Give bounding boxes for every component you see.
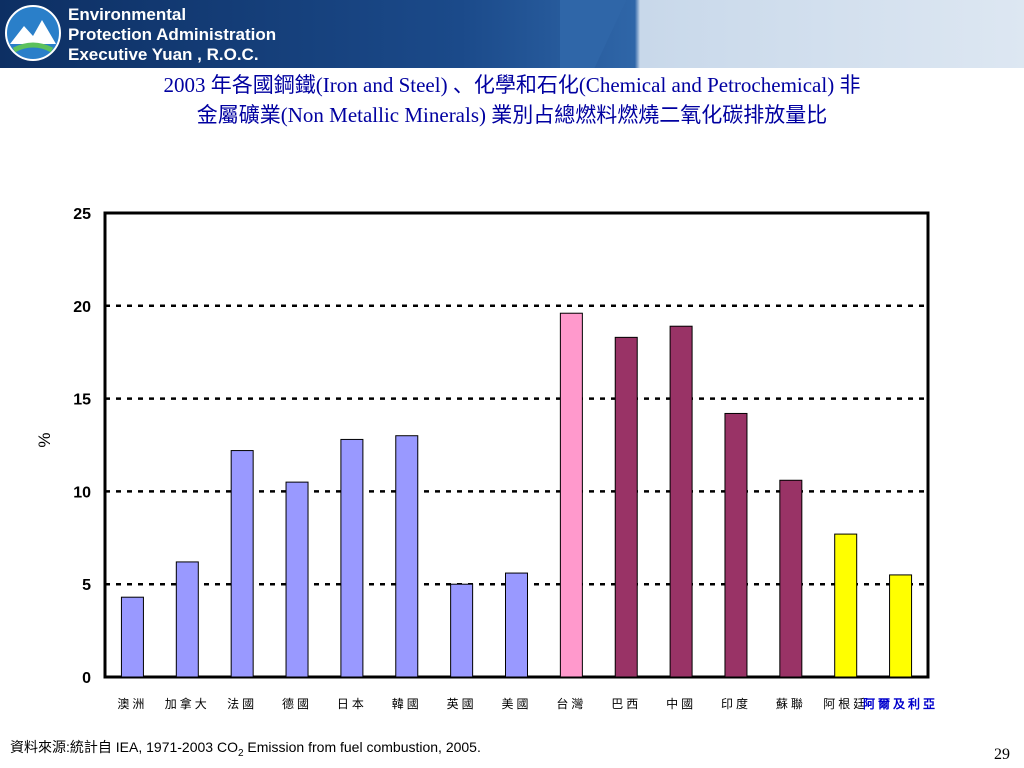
x-tick-label: 加拿大 xyxy=(165,696,210,711)
bar xyxy=(230,450,254,678)
org-line-3: Executive Yuan , R.O.C. xyxy=(68,45,259,64)
bar xyxy=(285,481,309,678)
epa-logo-icon xyxy=(5,5,61,61)
y-tick-label: 20 xyxy=(73,299,91,316)
organization-name: Environmental Protection Administration … xyxy=(68,5,276,65)
x-tick-label: 德國 xyxy=(282,696,312,711)
y-tick-label: 0 xyxy=(82,670,91,687)
bar xyxy=(614,336,638,678)
x-tick-label: 中國 xyxy=(666,696,696,711)
bar xyxy=(175,561,199,678)
header-banner: Environmental Protection Administration … xyxy=(0,0,1024,68)
bar xyxy=(669,325,693,678)
x-tick-label: 日本 xyxy=(337,697,367,711)
y-tick-label: 15 xyxy=(73,392,91,409)
bar xyxy=(724,412,748,678)
bar xyxy=(340,438,364,678)
x-tick-label: 台灣 xyxy=(556,696,586,711)
x-tick-label: 阿爾及利亞 xyxy=(863,696,938,711)
x-tick-label: 印度 xyxy=(721,696,751,711)
bar xyxy=(450,583,474,678)
source-main: IEA, 1971-2003 CO xyxy=(115,739,238,755)
bar xyxy=(834,533,858,678)
bar xyxy=(120,596,144,678)
x-tick-label: 澳洲 xyxy=(117,697,147,711)
bar xyxy=(505,572,528,678)
x-tick-label: 阿根廷 xyxy=(823,697,868,711)
source-note: 資料來源:統計自 IEA, 1971-2003 CO2 Emission fro… xyxy=(10,737,481,759)
y-axis-label: % xyxy=(35,432,54,447)
x-tick-label: 英國 xyxy=(447,697,477,711)
org-line-1: Environmental xyxy=(68,5,187,24)
y-tick-label: 10 xyxy=(73,484,91,501)
bar xyxy=(779,479,803,678)
x-tick-label: 韓國 xyxy=(392,697,422,711)
source-prefix: 資料來源:統計自 xyxy=(10,739,116,755)
y-tick-label: 25 xyxy=(73,206,91,223)
title-line-2: 金屬礦業(Non Metallic Minerals) 業別占總燃料燃燒二氧化碳… xyxy=(196,103,828,127)
slide-title: 2003 年各國鋼鐵(Iron and Steel) 、化學和石化(Chemic… xyxy=(40,70,984,130)
source-suffix: Emission from fuel combustion, 2005. xyxy=(243,739,481,755)
banner-divider xyxy=(560,0,660,68)
title-line-1: 2003 年各國鋼鐵(Iron and Steel) 、化學和石化(Chemic… xyxy=(163,73,861,97)
bar xyxy=(395,435,419,678)
page-number: 29 xyxy=(994,746,1010,763)
org-line-2: Protection Administration xyxy=(68,25,277,44)
bar xyxy=(559,312,583,678)
source-subscript: 2 xyxy=(237,747,244,759)
x-tick-label: 蘇聯 xyxy=(776,697,806,711)
x-tick-label: 巴西 xyxy=(611,697,641,711)
y-tick-label: 5 xyxy=(82,577,91,594)
x-tick-label: 美國 xyxy=(501,697,531,711)
x-tick-label: 法國 xyxy=(227,697,257,711)
bar xyxy=(889,574,913,678)
